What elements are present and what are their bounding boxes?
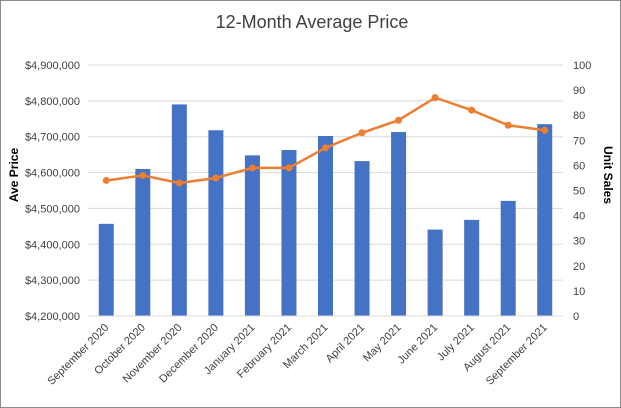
bar [208, 130, 224, 316]
bar [391, 132, 407, 316]
x-tick-label: September 2020 [45, 322, 111, 388]
line-point [102, 176, 110, 184]
line-point [395, 116, 403, 124]
bar [281, 149, 297, 316]
line-series [102, 94, 549, 187]
bar [171, 104, 187, 316]
line-point [468, 106, 476, 114]
y-tick-label: $4,300,000 [25, 275, 80, 287]
y-tick-label: $4,900,000 [25, 60, 80, 72]
line-point [358, 129, 366, 137]
x-tick-label: April 2021 [324, 322, 368, 366]
line-point [285, 164, 293, 172]
line-point [248, 164, 256, 172]
line-point [212, 174, 220, 182]
y2-tick-label: 60 [573, 160, 585, 172]
y2-tick-label: 50 [573, 186, 585, 198]
bar [244, 155, 260, 316]
line-point [541, 126, 549, 134]
y-tick-label: $4,800,000 [25, 96, 80, 108]
y2-axis-title: Unit Sales [601, 146, 615, 204]
y2-tick-label: 10 [573, 286, 585, 298]
bar [135, 168, 151, 316]
y2-tick-label: 100 [573, 60, 591, 72]
line-point [431, 94, 439, 102]
y2-tick-label: 40 [573, 211, 585, 223]
bar [464, 219, 480, 316]
bar [427, 229, 443, 316]
y-tick-label: $4,500,000 [25, 203, 80, 215]
bar [537, 124, 553, 317]
y2-tick-label: 70 [573, 135, 585, 147]
right-axis: 0 10 20 30 40 50 60 70 80 90 100 [573, 60, 591, 323]
bar [354, 161, 370, 316]
x-tick-label: June 2021 [395, 322, 440, 367]
bar [98, 223, 114, 316]
y-tick-label: $4,400,000 [25, 239, 80, 251]
y2-tick-label: 90 [573, 85, 585, 97]
y2-tick-label: 20 [573, 261, 585, 273]
line-point [504, 121, 512, 129]
y-axis-title: Ave Price [7, 148, 21, 203]
line-point [175, 179, 183, 187]
y2-tick-label: 0 [573, 311, 579, 323]
y2-tick-label: 30 [573, 236, 585, 248]
line-point [139, 171, 147, 179]
y-tick-label: $4,700,000 [25, 132, 80, 144]
y-tick-label: $4,200,000 [25, 311, 80, 323]
bar [318, 135, 333, 316]
line-point [322, 144, 329, 152]
y-tick-label: $4,600,000 [25, 168, 80, 180]
bar [500, 200, 516, 316]
y2-tick-label: 80 [573, 110, 585, 122]
chart-title: 12-Month Average Price [216, 12, 409, 32]
left-axis: $4,200,000 $4,300,000 $4,400,000 $4,500,000… [25, 60, 80, 323]
bar-series [98, 104, 553, 317]
